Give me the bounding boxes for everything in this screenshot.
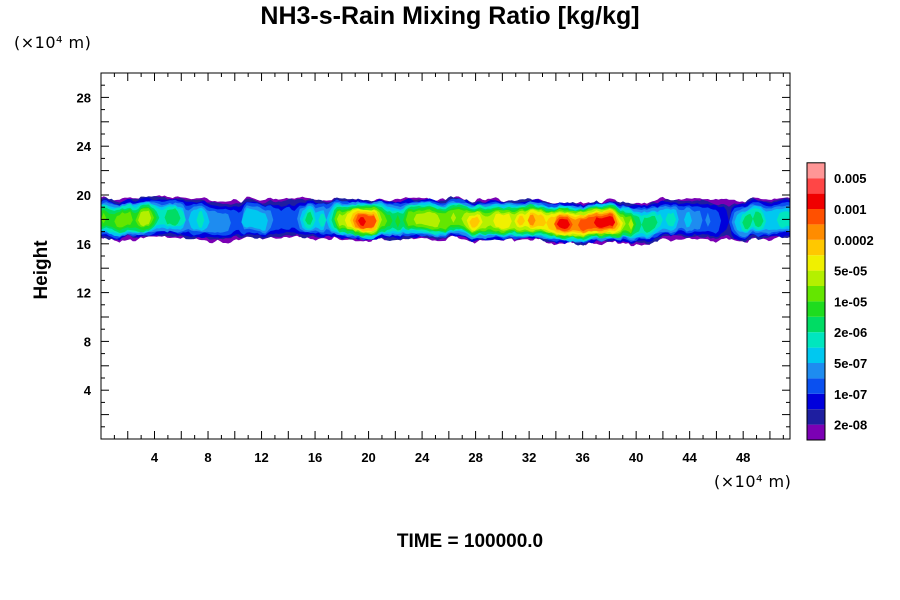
colorbar-swatch (807, 378, 825, 394)
y-axis-unit: (×10⁴ m) (14, 33, 92, 52)
colorbar-frame (806, 162, 826, 441)
colorbar-swatch (807, 347, 825, 363)
chart-title: NH3-s-Rain Mixing Ratio [kg/kg] (260, 2, 640, 30)
y-tick-label: 8 (84, 334, 91, 349)
colorbar-swatch (807, 424, 825, 440)
colorbar-swatch (807, 239, 825, 256)
colorbar-swatch (807, 286, 825, 302)
y-tick-label: 20 (77, 188, 91, 203)
x-tick-label: 36 (575, 450, 589, 465)
x-axis-unit: (×10⁴ m) (714, 472, 792, 491)
x-tick-label: 12 (254, 450, 268, 465)
time-footer: TIME = 100000.0 (396, 531, 544, 552)
y-tick-label: 12 (77, 286, 91, 301)
x-tick-label: 28 (468, 450, 482, 465)
colorbar-swatch (807, 270, 825, 286)
x-tick-label: 4 (151, 450, 159, 465)
contour-level-band (101, 208, 790, 236)
colorbar-swatch (807, 162, 825, 179)
x-axis: 4 8 12 16 20 24 28 32 36 40 44 48 (113, 73, 784, 465)
y-axis: 4 8 12 16 20 24 28 (77, 84, 790, 428)
colorbar-swatch (807, 301, 825, 317)
x-tick-label: 20 (361, 450, 375, 465)
x-tick-label: 32 (522, 450, 536, 465)
x-tick-label: 44 (682, 450, 697, 465)
colorbar-label: 0.005 (834, 171, 867, 186)
colorbar-swatch (807, 363, 825, 379)
colorbar-label: 0.0002 (834, 233, 874, 248)
x-tick-label: 48 (736, 450, 750, 465)
colorbar-label: 2e-06 (834, 325, 867, 340)
contour-level-band (101, 210, 790, 234)
x-tick-label: 16 (308, 450, 322, 465)
y-tick-label: 4 (84, 383, 92, 398)
x-tick-label: 8 (204, 450, 211, 465)
colorbar-swatch (807, 255, 825, 271)
colorbar-label: 1e-07 (834, 387, 867, 402)
contour-field (101, 195, 790, 247)
colorbar-swatch (807, 393, 825, 410)
y-tick-label: 28 (77, 90, 91, 105)
colorbar-label: 0.001 (834, 202, 867, 217)
colorbar-swatch (807, 178, 825, 194)
colorbar-label: 5e-07 (834, 356, 867, 371)
colorbar-label: 2e-08 (834, 418, 867, 433)
colorbar-label: 1e-05 (834, 294, 867, 309)
colorbar-swatch (807, 193, 825, 209)
plot-frame (100, 72, 791, 440)
x-tick-label: 40 (629, 450, 643, 465)
y-tick-label: 24 (77, 139, 92, 154)
colorbar-swatch (807, 316, 825, 333)
x-tick-label: 24 (415, 450, 430, 465)
colorbar-swatch (807, 409, 825, 425)
colorbar-swatch (807, 209, 825, 225)
y-tick-label: 16 (77, 237, 91, 252)
colorbar: 2e-08 1e-07 5e-07 2e-06 1e-05 5e-05 0.0002 0.00… (806, 162, 874, 441)
colorbar-label: 5e-05 (834, 264, 867, 279)
colorbar-swatch (807, 332, 825, 348)
colorbar-swatch (807, 224, 825, 240)
